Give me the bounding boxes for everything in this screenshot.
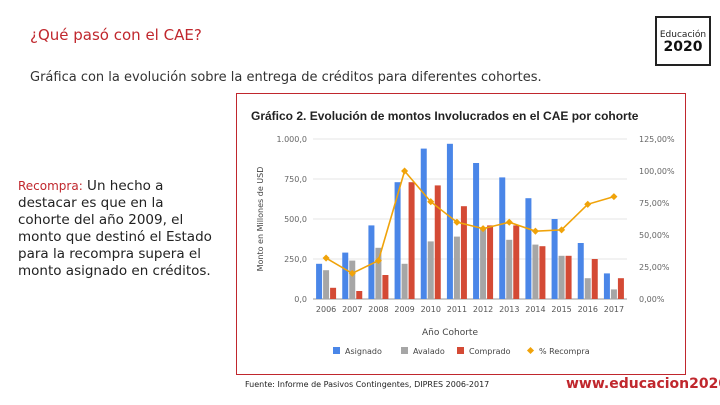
bar-comprado bbox=[382, 275, 389, 299]
point-recompra bbox=[531, 227, 539, 235]
y2-tick-label: 100,00% bbox=[639, 167, 675, 176]
bar-avalado bbox=[349, 260, 356, 299]
y2-tick-label: 25,00% bbox=[639, 263, 670, 272]
point-recompra bbox=[453, 218, 461, 226]
chart: Gráfico 2. Evolución de montos Involucra… bbox=[251, 109, 675, 356]
bar-avalado bbox=[610, 289, 617, 299]
bar-avalado bbox=[323, 270, 330, 299]
bar-comprado bbox=[565, 255, 572, 299]
y2-tick-label: 75,00% bbox=[639, 199, 670, 208]
point-recompra bbox=[401, 167, 409, 175]
logo-text-top: Educación bbox=[659, 30, 707, 40]
bar-avalado bbox=[401, 263, 408, 299]
x-tick-label: 2006 bbox=[316, 305, 336, 314]
bar-avalado bbox=[584, 278, 591, 299]
slide-subtitle: Gráfica con la evolución sobre la entreg… bbox=[30, 70, 542, 85]
bar-comprado bbox=[487, 225, 494, 299]
y-tick-label: 250,0 bbox=[284, 255, 307, 264]
bar-avalado bbox=[453, 236, 460, 299]
y-axis-label: Monto en Millones de USD bbox=[256, 167, 265, 272]
legend-swatch bbox=[333, 347, 340, 354]
bar-comprado bbox=[591, 259, 598, 299]
point-recompra bbox=[322, 254, 330, 262]
y-tick-label: 500,0 bbox=[284, 215, 307, 224]
y-tick-label: 1.000,0 bbox=[276, 135, 307, 144]
point-recompra bbox=[427, 198, 435, 206]
bar-asignado bbox=[342, 252, 349, 299]
bar-asignado bbox=[499, 177, 506, 299]
bar-avalado bbox=[558, 255, 565, 299]
bar-avalado bbox=[532, 244, 539, 299]
x-tick-label: 2007 bbox=[342, 305, 362, 314]
logo-text-bottom: 2020 bbox=[663, 39, 703, 55]
line-recompra bbox=[325, 169, 615, 275]
x-tick-label: 2010 bbox=[421, 305, 441, 314]
logo: Educación 2020 bbox=[655, 16, 711, 66]
legend-swatch bbox=[401, 347, 408, 354]
x-tick-label: 2008 bbox=[368, 305, 388, 314]
x-tick-label: 2012 bbox=[473, 305, 493, 314]
y2-tick-label: 50,00% bbox=[639, 231, 670, 240]
y2-tick-label: 0,00% bbox=[639, 295, 665, 304]
x-tick-label: 2017 bbox=[604, 305, 624, 314]
source-note: Fuente: Informe de Pasivos Contingentes,… bbox=[245, 380, 490, 389]
point-recompra bbox=[374, 257, 382, 265]
y-tick-label: 0,0 bbox=[294, 295, 307, 304]
bar-comprado bbox=[513, 225, 520, 299]
bar-asignado bbox=[603, 273, 610, 299]
point-recompra bbox=[505, 218, 513, 226]
side-label: Recompra: bbox=[18, 179, 83, 193]
bar-comprado bbox=[434, 185, 441, 299]
bar-asignado bbox=[420, 148, 427, 299]
x-tick-label: 2011 bbox=[447, 305, 467, 314]
x-tick-label: 2016 bbox=[578, 305, 598, 314]
bar-asignado bbox=[446, 143, 453, 299]
bar-asignado bbox=[551, 219, 558, 299]
legend-label: Comprado bbox=[469, 347, 511, 356]
x-tick-label: 2009 bbox=[394, 305, 414, 314]
chart-frame: Gráfico 2. Evolución de montos Involucra… bbox=[236, 93, 686, 375]
bar-avalado bbox=[375, 247, 382, 299]
bar-comprado bbox=[408, 182, 415, 299]
x-tick-label: 2013 bbox=[499, 305, 519, 314]
bar-comprado bbox=[330, 287, 337, 299]
bar-comprado bbox=[356, 291, 363, 299]
bar-asignado bbox=[473, 163, 480, 299]
bar-asignado bbox=[525, 198, 532, 299]
bar-avalado bbox=[427, 241, 434, 299]
legend-label: Avalado bbox=[413, 347, 445, 356]
bar-asignado bbox=[577, 243, 584, 299]
bar-asignado bbox=[368, 225, 375, 299]
website-link[interactable]: www.educacion2020.cl bbox=[566, 376, 720, 392]
bar-asignado bbox=[316, 263, 323, 299]
y2-tick-label: 125,00% bbox=[639, 135, 675, 144]
legend-label: Asignado bbox=[345, 347, 382, 356]
legend-swatch bbox=[526, 346, 535, 355]
x-tick-label: 2015 bbox=[551, 305, 571, 314]
side-body: Un hecho a destacar es que en la cohorte… bbox=[18, 178, 212, 279]
bar-avalado bbox=[506, 239, 513, 299]
bar-comprado bbox=[617, 278, 624, 299]
x-axis-label: Año Cohorte bbox=[422, 328, 478, 338]
point-recompra bbox=[479, 225, 487, 233]
bar-avalado bbox=[480, 228, 487, 299]
side-paragraph: Recompra: Un hecho a destacar es que en … bbox=[18, 178, 218, 280]
point-recompra bbox=[348, 269, 356, 277]
legend-label: % Recompra bbox=[539, 347, 590, 356]
chart-title: Gráfico 2. Evolución de montos Involucra… bbox=[251, 109, 639, 123]
point-recompra bbox=[584, 200, 592, 208]
bar-comprado bbox=[539, 246, 546, 299]
y-tick-label: 750,0 bbox=[284, 175, 307, 184]
bar-asignado bbox=[394, 182, 401, 299]
legend-swatch bbox=[457, 347, 464, 354]
x-tick-label: 2014 bbox=[525, 305, 545, 314]
bar-comprado bbox=[460, 206, 467, 299]
slide-title: ¿Qué pasó con el CAE? bbox=[30, 26, 202, 44]
point-recompra bbox=[610, 193, 618, 201]
